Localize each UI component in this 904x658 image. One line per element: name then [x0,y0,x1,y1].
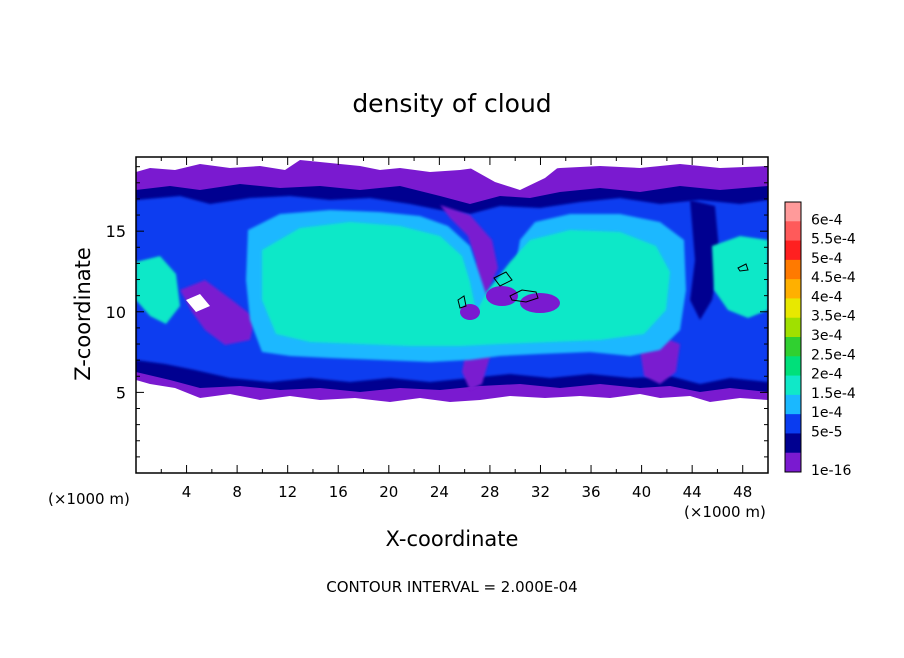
field-blob-b [520,293,560,313]
colorbar-swatch [785,298,801,319]
field-gap-left [186,294,210,312]
field-gap-bottom [136,384,768,473]
x-tick-label: 16 [329,483,348,501]
contour-line-a [493,271,513,287]
x-tick-label: 32 [531,483,550,501]
colorbar-swatch [785,317,801,338]
x-unit-label-left: (×1000 m) [48,490,130,508]
colorbar-label: 4.5e-4 [811,270,856,286]
x-tick-label: 8 [232,483,242,501]
contour-line-c [457,295,467,309]
x-tick-label: 48 [733,483,752,501]
x-axis-label: X-coordinate [386,527,519,551]
x-tick-label: 20 [379,483,398,501]
colorbar: 6e-4 5.5e-4 5e-4 4.5e-4 4e-4 3.5e-4 3e-4 2.5e-4… [784,201,856,479]
colorbar-label: 6e-4 [811,212,843,228]
colorbar-label: 3.5e-4 [811,309,856,325]
field-region-intrusion-far-right [690,200,720,320]
y-tick-label: 10 [106,303,126,322]
x-tick-label: 40 [632,483,651,501]
colorbar-label: 5.5e-4 [811,232,856,248]
contour-line-b [509,289,539,303]
x-axis-ticks: 4 8 12 16 20 24 28 32 36 40 44 48 [160,157,752,501]
x-tick-label: 12 [278,483,297,501]
colorbar-swatch [785,433,801,454]
field-region-2e-4 [262,222,670,346]
plot-area [136,157,768,473]
colorbar-swatch [785,356,801,377]
contour-interval-note: CONTOUR INTERVAL = 2.000E-04 [326,578,577,596]
colorbar-swatch [785,259,801,280]
field-blob-a [486,286,518,306]
y-tick-label: 15 [106,222,126,241]
x-tick-label: 28 [480,483,499,501]
x-tick-label: 24 [430,483,449,501]
x-tick-label: 44 [683,483,702,501]
y-axis-label: Z-coordinate [71,247,95,381]
colorbar-swatch [785,375,801,396]
y-axis-ticks: 5 10 15 [106,166,768,458]
field-region-2e-4-left [136,256,180,324]
colorbar-swatch [785,337,801,357]
colorbar-label: 5e-5 [811,424,842,440]
colorbar-label: 3e-4 [811,328,843,344]
chart-title: density of cloud [352,89,551,118]
colorbar-label: 1e-4 [811,405,843,421]
colorbar-swatch [785,221,801,242]
colorbar-swatch [785,394,801,415]
colorbar-swatch [785,279,801,299]
colorbar-label: 1e-16 [811,463,851,479]
plot-frame [135,156,769,474]
colorbar-frame [784,201,802,473]
field-region-2e-4-right [712,236,768,318]
field-gap-top [136,157,768,190]
colorbar-label: 2.5e-4 [811,347,856,363]
x-tick-label: 4 [182,483,192,501]
colorbar-label: 1.5e-4 [811,386,856,402]
colorbar-label: 4e-4 [811,289,843,305]
colorbar-label: 2e-4 [811,367,843,383]
x-tick-label: 36 [581,483,600,501]
x-unit-label-right: (×1000 m) [684,503,766,521]
field-blob-c [460,304,480,320]
colorbar-label: 5e-4 [811,251,843,267]
colorbar-swatch [785,452,801,473]
colorbar-swatch [785,240,801,261]
contour-line-d [737,263,749,272]
y-tick-label: 5 [116,383,126,402]
colorbar-swatch [785,202,801,222]
colorbar-swatch [785,414,801,434]
contour-lines [457,263,749,309]
